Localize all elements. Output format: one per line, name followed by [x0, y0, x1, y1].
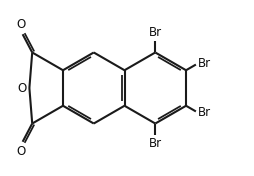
Text: Br: Br — [148, 26, 161, 39]
Text: O: O — [16, 18, 25, 31]
Text: O: O — [16, 145, 25, 158]
Text: Br: Br — [197, 57, 210, 70]
Text: Br: Br — [148, 137, 161, 150]
Text: Br: Br — [197, 106, 210, 119]
Text: O: O — [18, 81, 27, 95]
